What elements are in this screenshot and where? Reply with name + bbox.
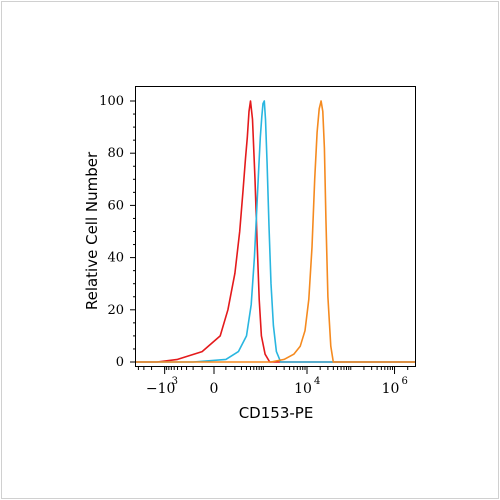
x-tick-label-exponent: 3 (172, 376, 178, 387)
x-tick-label: 0 (210, 381, 219, 397)
y-axis: 0 20 40 60 80 100 (99, 94, 136, 370)
x-tick-label-base: 0 (210, 381, 219, 397)
histogram-series-3 (135, 100, 416, 363)
y-tick-label: 20 (107, 303, 124, 318)
x-tick-label: −103 (146, 376, 178, 397)
x-tick-label-exponent: 4 (314, 376, 320, 387)
x-tick-label: 10 4 (294, 376, 320, 397)
histogram-series-2 (135, 100, 416, 363)
y-tick-label: 100 (99, 94, 124, 109)
y-axis-label: Relative Cell Number (83, 151, 101, 310)
plot-area-border (135, 86, 416, 367)
x-tick-label-base: 10 (382, 381, 400, 397)
x-axis-label: CD153-PE (239, 404, 314, 422)
y-tick-label: 40 (107, 251, 124, 266)
y-tick-label: 60 (107, 198, 124, 213)
y-tick-label: 0 (116, 355, 124, 370)
x-axis: −103 0 10 4 10 6 (137, 366, 409, 397)
x-tick-label-base: 10 (294, 381, 312, 397)
histogram-series-1 (135, 100, 416, 363)
x-tick-label-exponent: 6 (402, 376, 408, 387)
x-tick-label: 10 6 (382, 376, 408, 397)
y-tick-label: 80 (107, 146, 124, 161)
x-tick-label-base: −10 (146, 381, 176, 397)
series-layer (135, 100, 416, 363)
